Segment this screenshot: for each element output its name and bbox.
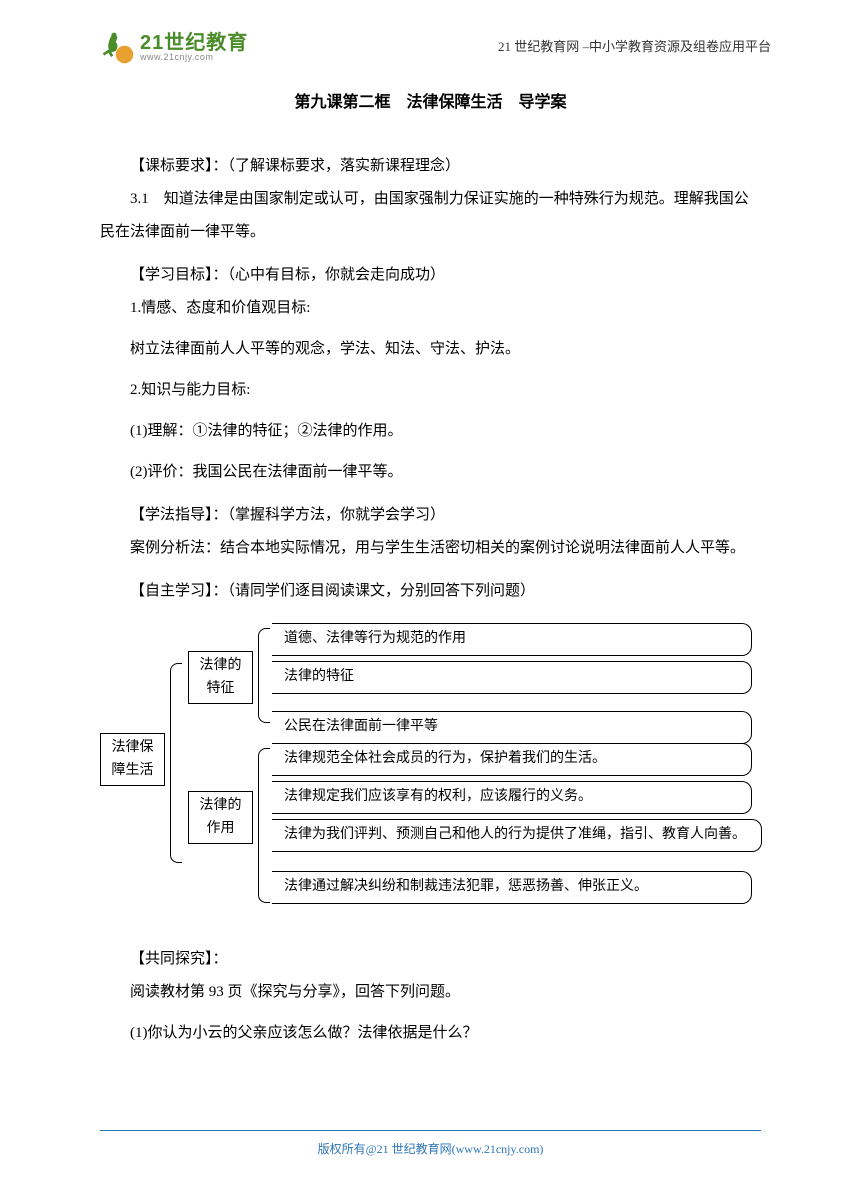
- xuexi-item1-content: 树立法律面前人人平等的观念，学法、知法、守法、护法。: [100, 333, 761, 366]
- document-content: 第九课第二框 法律保障生活 导学案 【课标要求】：（了解课标要求，落实新课程理念…: [0, 75, 861, 1078]
- diagram-item-5: 法律为我们评判、预测自己和他人的行为提供了准绳，指引、教育人向善。: [272, 819, 762, 851]
- xuexi-item2: 2.知识与能力目标:: [100, 374, 761, 407]
- diagram-branch1: 法律的 特征: [188, 651, 253, 704]
- gongtong-label: 【共同探究】：: [100, 943, 761, 976]
- diagram-item-2: 公民在法律面前一律平等: [272, 711, 752, 743]
- zizhu-label: 【自主学习】：（请同学们逐目阅读课文，分别回答下列问题）: [100, 575, 761, 608]
- bracket-branch2: [258, 748, 270, 903]
- diagram-root: 法律保 障生活: [100, 733, 165, 786]
- xuexi-item1: 1.情感、态度和价值观目标:: [100, 292, 761, 325]
- diagram-item-4: 法律规定我们应该享有的权利，应该履行的义务。: [272, 781, 752, 813]
- logo-text: 21世纪教育 www.21cnjy.com: [140, 33, 248, 62]
- gongtong-content1: 阅读教材第 93 页《探究与分享》，回答下列问题。: [100, 976, 761, 1009]
- logo-container: 21世纪教育 www.21cnjy.com: [100, 30, 248, 65]
- diagram-branch2: 法律的 作用: [188, 791, 253, 844]
- logo-subtitle: www.21cnjy.com: [140, 53, 248, 62]
- gongtong-content2: (1)你认为小云的父亲应该怎么做？法律依据是什么？: [100, 1017, 761, 1050]
- xuexi-label: 【学习目标】：（心中有目标，你就会走向成功）: [100, 259, 761, 292]
- document-title: 第九课第二框 法律保障生活 导学案: [100, 85, 761, 120]
- diagram-item-0: 道德、法律等行为规范的作用: [272, 623, 752, 655]
- xuefa-label: 【学法指导】：（掌握科学方法，你就学会学习）: [100, 499, 761, 532]
- logo-title: 21世纪教育: [140, 33, 248, 53]
- bracket-branch1: [258, 628, 270, 723]
- xuefa-content: 案例分析法：结合本地实际情况，用与学生生活密切相关的案例讨论说明法律面前人人平等…: [100, 532, 761, 565]
- logo-icon: [100, 30, 135, 65]
- xuexi-item2-sub2: (2)评价：我国公民在法律面前一律平等。: [100, 456, 761, 489]
- kebiao-label: 【课标要求】：（了解课标要求，落实新课程理念）: [100, 150, 761, 183]
- kebiao-content: 3.1 知道法律是由国家制定或认可，由国家强制力保证实施的一种特殊行为规范。理解…: [100, 183, 761, 249]
- bracket-main: [170, 663, 182, 863]
- diagram-item-3: 法律规范全体社会成员的行为，保护着我们的生活。: [272, 743, 752, 775]
- concept-diagram: 法律保 障生活 法律的 特征 法律的 作用 道德、法律等行为规范的作用 法律的特…: [100, 623, 761, 913]
- page-footer: 版权所有@21 世纪教育网(www.21cnjy.com): [100, 1130, 761, 1162]
- header-right-text: 21 世纪教育网 –中小学教育资源及组卷应用平台: [498, 33, 771, 62]
- diagram-item-1: 法律的特征: [272, 661, 752, 693]
- page-header: 21世纪教育 www.21cnjy.com 21 世纪教育网 –中小学教育资源及…: [0, 0, 861, 75]
- xuexi-item2-sub1: (1)理解：①法律的特征；②法律的作用。: [100, 415, 761, 448]
- diagram-item-6: 法律通过解决纠纷和制裁违法犯罪，惩恶扬善、伸张正义。: [272, 871, 752, 903]
